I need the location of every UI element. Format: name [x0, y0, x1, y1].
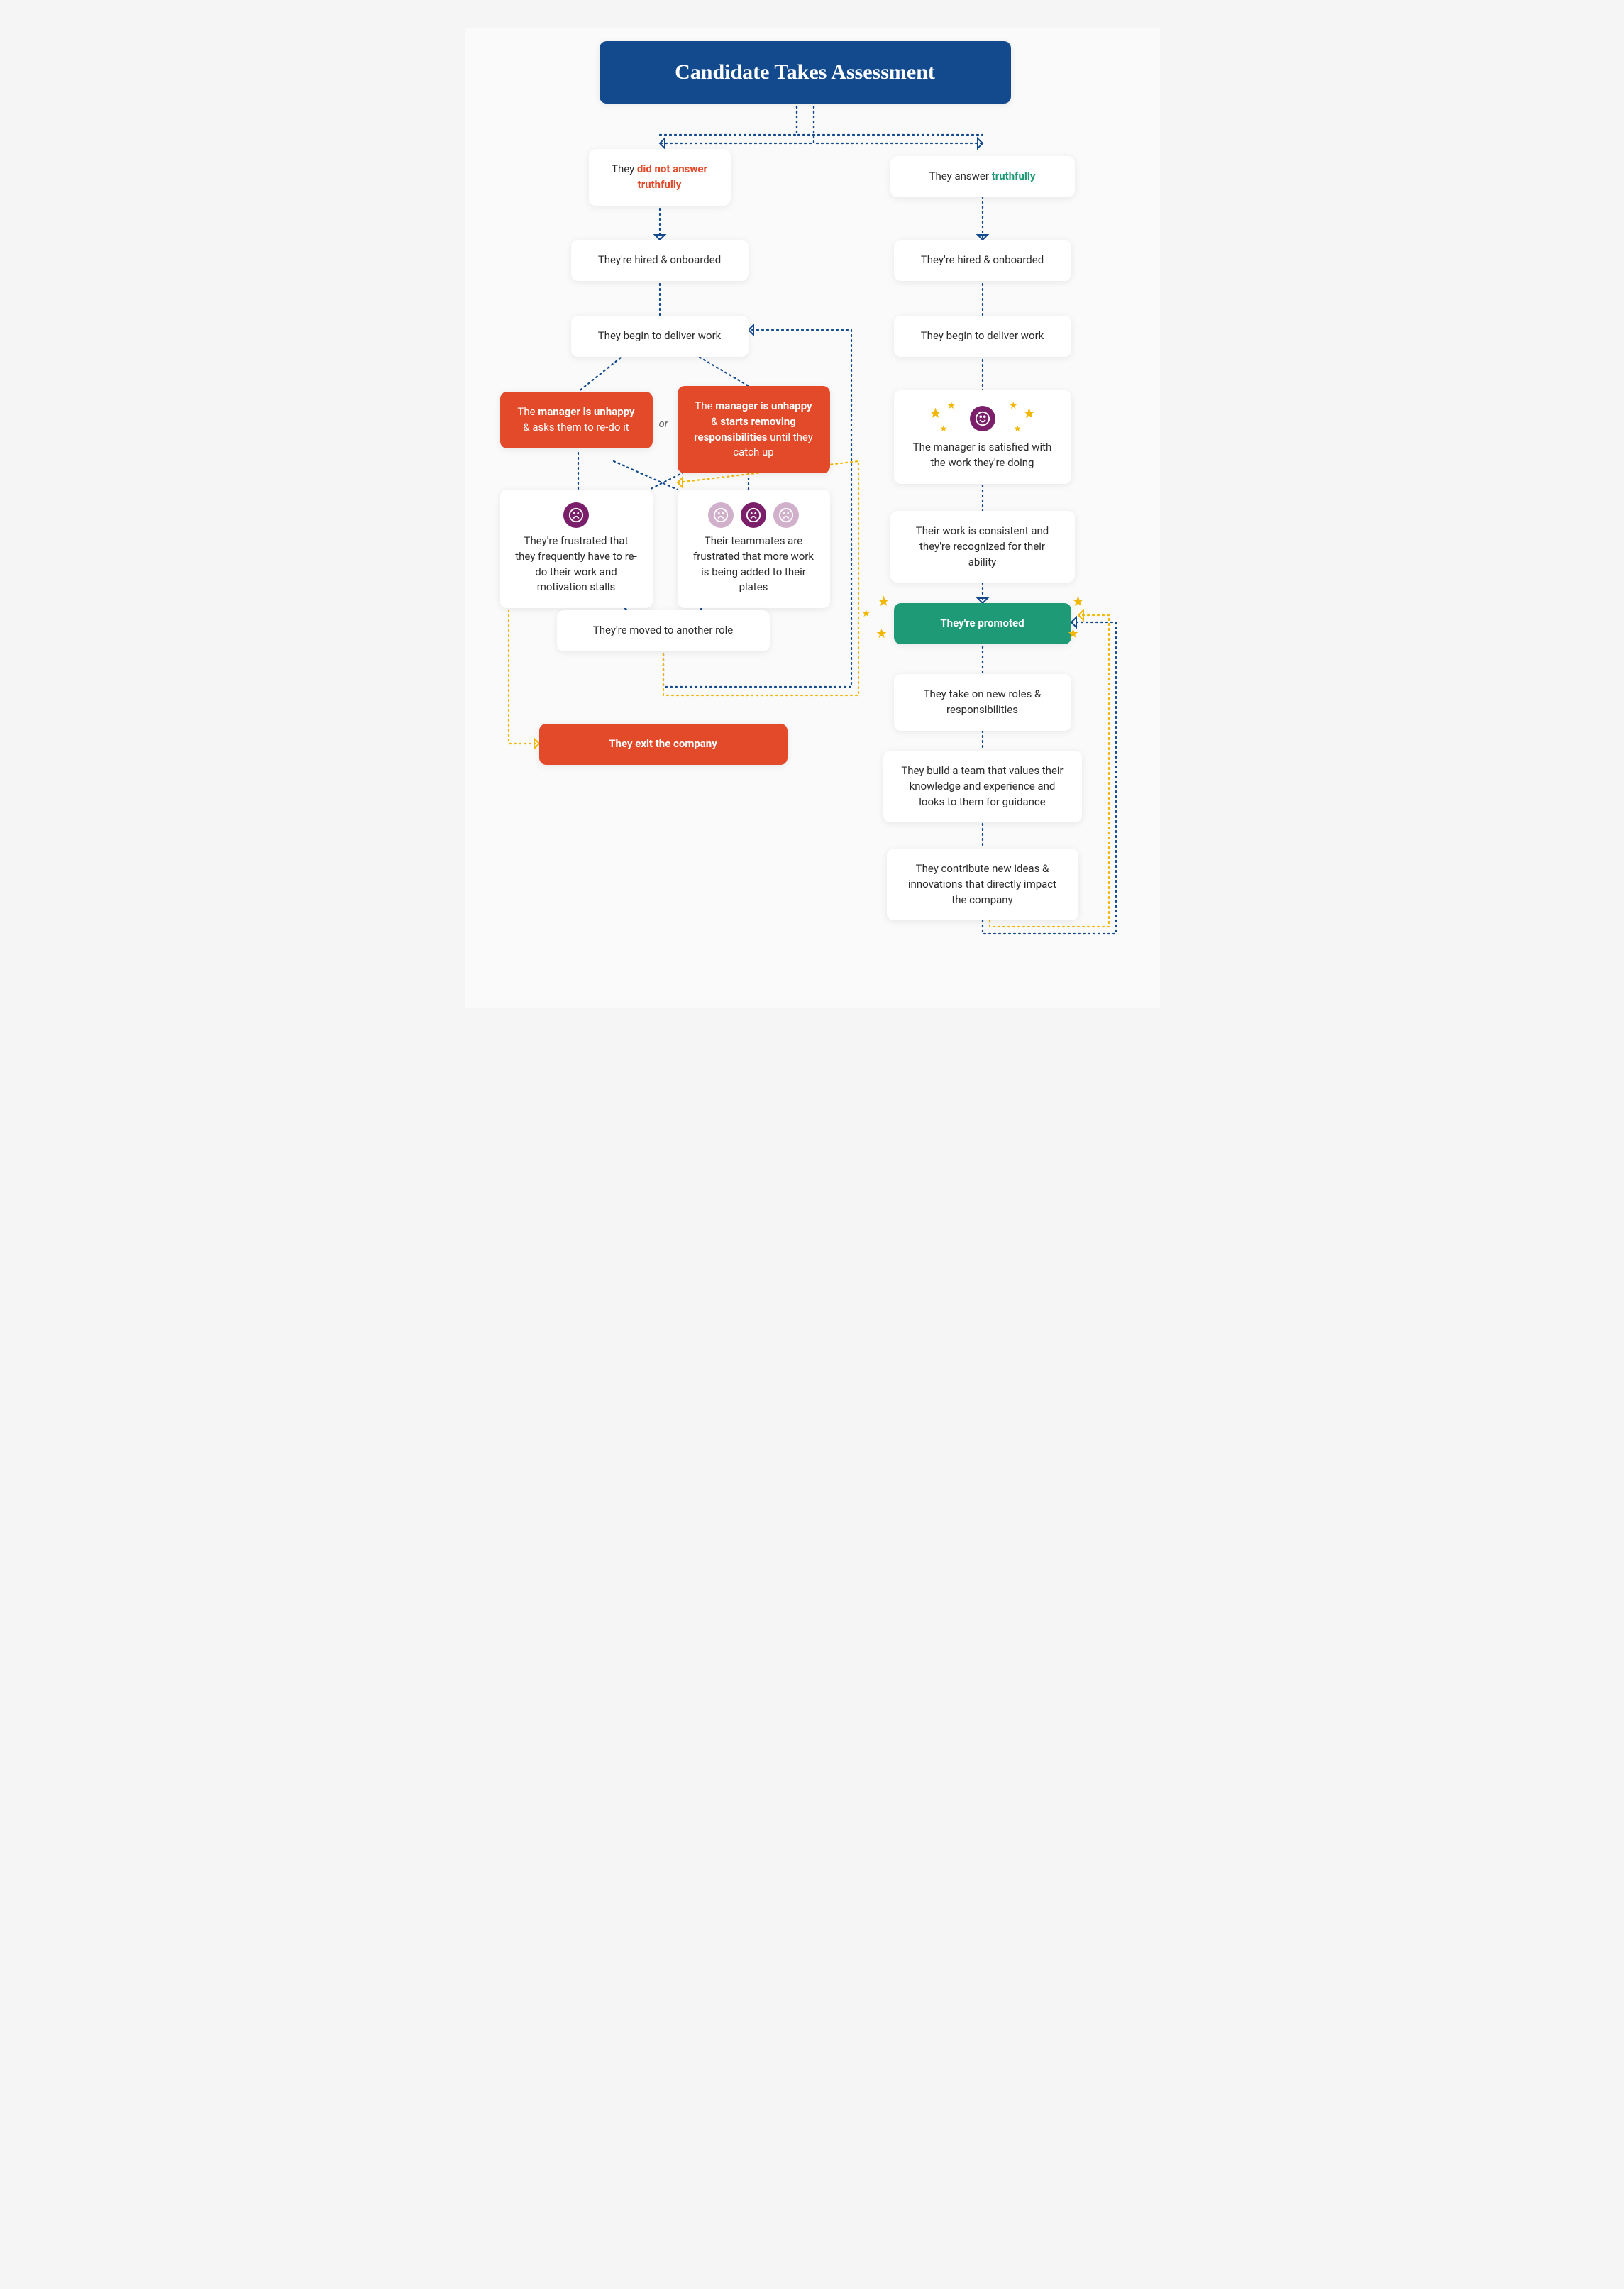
smile-icon: [970, 406, 995, 431]
text: &: [711, 415, 720, 428]
flowchart-canvas: Candidate Takes Assessment They did not …: [465, 28, 1160, 1008]
text: They're frustrated that they frequently …: [515, 534, 637, 593]
frown-icon: [773, 502, 799, 528]
star-icon: ★: [940, 423, 948, 435]
left-deliver-node: They begin to deliver work: [571, 316, 749, 357]
left-manager-redo-node: The manager is unhappy & asks them to re…: [500, 392, 653, 448]
text: They: [612, 162, 637, 175]
left-manager-remove-node: The manager is unhappy & starts removing…: [678, 386, 830, 473]
right-ideas-node: They contribute new ideas & innovations …: [887, 849, 1078, 920]
star-icon: ★: [947, 399, 956, 413]
star-cluster-left: ★ ★ ★: [862, 592, 897, 642]
left-exit-node: They exit the company: [539, 724, 788, 765]
star-icon: ★: [876, 627, 888, 641]
title-node: Candidate Takes Assessment: [600, 41, 1011, 104]
left-moved-node: They're moved to another role: [557, 610, 770, 651]
star-icon: ★: [1072, 592, 1085, 610]
frown-icon: [708, 502, 734, 528]
text: The manager is satisfied with the work t…: [913, 441, 1052, 469]
star-icon: ★: [929, 403, 942, 424]
left-frustrated-team-node: Their teammates are frustrated that more…: [678, 490, 830, 608]
right-hired-node: They're hired & onboarded: [894, 240, 1071, 281]
bold: manager is unhappy: [538, 405, 634, 418]
text: They answer: [929, 170, 992, 182]
frown-icon: [741, 502, 766, 528]
right-consistent-node: Their work is consistent and they're rec…: [890, 511, 1075, 583]
bold: manager is unhappy: [715, 399, 812, 412]
highlight: truthfully: [992, 170, 1036, 182]
star-icon: ★: [1014, 423, 1022, 435]
right-promoted-node: They're promoted: [894, 603, 1071, 644]
text: & asks them to re-do it: [523, 421, 629, 434]
left-answer-node: They did not answer truthfully: [589, 149, 731, 206]
text: Their teammates are frustrated that more…: [693, 534, 814, 593]
left-hired-node: They're hired & onboarded: [571, 240, 749, 281]
star-icon: ★: [1009, 399, 1018, 413]
right-newroles-node: They take on new roles & responsibilitie…: [894, 674, 1071, 731]
highlight: did not answer truthfully: [637, 162, 707, 191]
or-label: or: [659, 417, 668, 430]
text: The: [695, 399, 715, 412]
right-team-node: They build a team that values their know…: [883, 751, 1082, 822]
frown-icon: [563, 502, 589, 528]
right-satisfied-node: ★ ★ ★ ★ ★ ★ The manager is satisfied wit…: [894, 390, 1071, 484]
star-cluster-right: ★ ★: [1068, 592, 1103, 642]
text: The: [517, 405, 538, 418]
star-icon: ★: [862, 608, 871, 619]
left-frustrated-self-node: They're frustrated that they frequently …: [500, 490, 653, 608]
star-icon: ★: [878, 592, 890, 610]
star-icon: ★: [1023, 403, 1036, 424]
right-answer-node: They answer truthfully: [890, 156, 1075, 197]
right-deliver-node: They begin to deliver work: [894, 316, 1071, 357]
